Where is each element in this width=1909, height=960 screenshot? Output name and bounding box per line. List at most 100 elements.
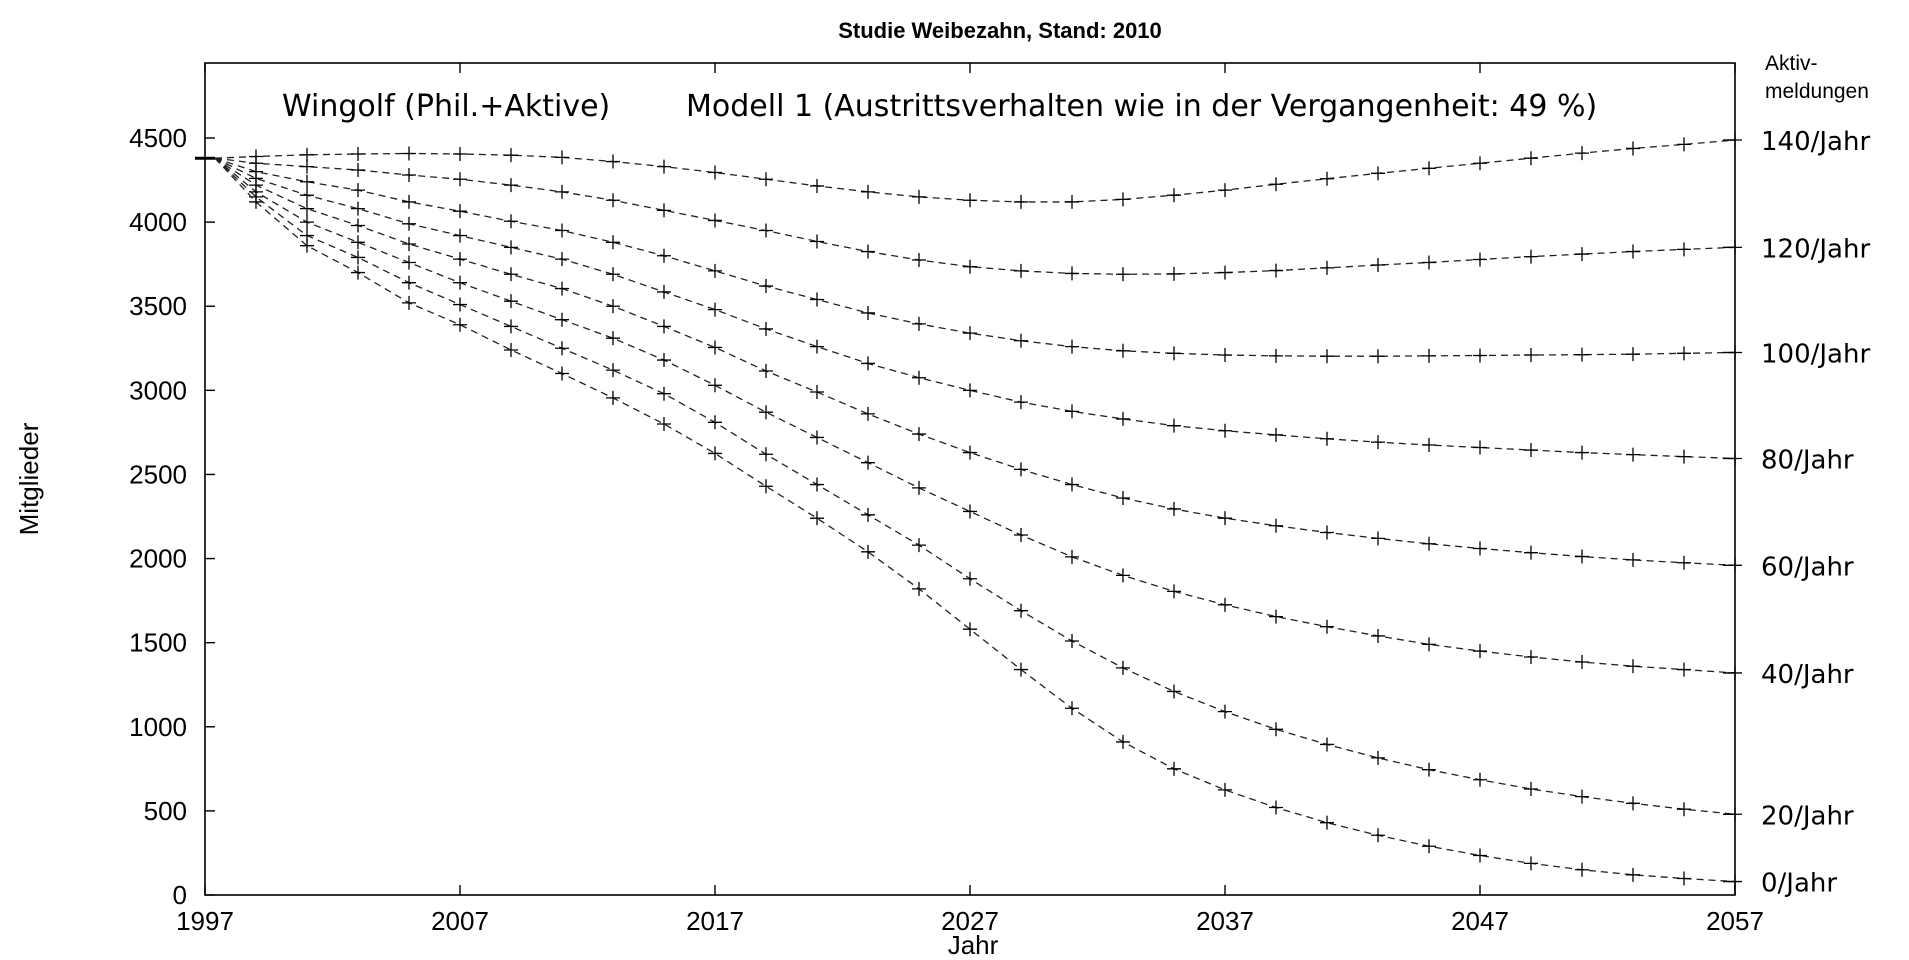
data-point xyxy=(759,479,773,494)
data-point xyxy=(1575,146,1589,161)
data-point xyxy=(861,356,875,371)
data-point xyxy=(963,504,977,519)
y-tick-label: 500 xyxy=(144,796,187,826)
data-point xyxy=(1422,348,1436,363)
data-point xyxy=(504,178,518,193)
data-point xyxy=(453,172,467,187)
x-tick-label: 2037 xyxy=(1196,906,1254,936)
series-label: 140/Jahr xyxy=(1761,127,1870,157)
data-point xyxy=(810,477,824,492)
data-point xyxy=(1269,177,1283,192)
data-point xyxy=(1167,188,1181,203)
data-point xyxy=(402,255,416,270)
data-point xyxy=(1116,411,1130,426)
data-point xyxy=(1524,443,1538,458)
data-point xyxy=(963,383,977,398)
data-point xyxy=(1473,156,1487,171)
x-tick-label: 2057 xyxy=(1706,906,1764,936)
data-point xyxy=(708,263,722,278)
y-tick-label: 1000 xyxy=(129,712,187,742)
data-point xyxy=(453,297,467,312)
data-point xyxy=(300,238,314,253)
series-20-per-jahr: 20/Jahr xyxy=(214,157,1854,831)
data-point xyxy=(1371,435,1385,450)
data-point xyxy=(912,427,926,442)
data-point xyxy=(1218,704,1232,719)
data-point xyxy=(453,204,467,219)
data-point xyxy=(351,146,365,161)
right-axis-title-line1: Aktiv- xyxy=(1765,52,1818,75)
data-point xyxy=(1116,267,1130,282)
data-point xyxy=(453,146,467,161)
data-point xyxy=(1575,549,1589,564)
data-point xyxy=(810,339,824,354)
series-120-per-jahr: 120/Jahr xyxy=(214,156,1870,282)
data-point xyxy=(402,168,416,183)
data-point xyxy=(1626,447,1640,462)
series-label: 0/Jahr xyxy=(1761,869,1837,899)
data-point xyxy=(1524,151,1538,166)
data-point xyxy=(1371,750,1385,765)
data-point xyxy=(1524,249,1538,264)
data-point xyxy=(300,215,314,230)
data-point xyxy=(708,446,722,461)
data-point xyxy=(606,235,620,250)
data-point xyxy=(300,159,314,174)
data-point xyxy=(1014,462,1028,477)
right-axis-title-line2: meldungen xyxy=(1765,80,1869,103)
y-tick-label: 3000 xyxy=(129,375,187,405)
data-point xyxy=(1677,449,1691,464)
data-point xyxy=(1677,871,1691,886)
data-point xyxy=(504,267,518,282)
data-point xyxy=(1116,491,1130,506)
data-point xyxy=(606,154,620,169)
data-point xyxy=(1218,183,1232,198)
data-point xyxy=(810,385,824,400)
data-point xyxy=(1371,628,1385,643)
data-point xyxy=(1218,511,1232,526)
data-point xyxy=(1524,782,1538,797)
data-point xyxy=(1014,333,1028,348)
series-0-per-jahr: 0/Jahr xyxy=(214,157,1837,899)
y-tick-label: 1500 xyxy=(129,628,187,658)
data-point xyxy=(1269,518,1283,533)
data-point xyxy=(1269,609,1283,624)
data-point xyxy=(504,342,518,357)
data-point xyxy=(963,571,977,586)
series-80-per-jahr: 80/Jahr xyxy=(214,157,1854,475)
data-point xyxy=(504,214,518,229)
data-point xyxy=(708,213,722,228)
data-point xyxy=(657,386,671,401)
data-point xyxy=(759,223,773,238)
data-point xyxy=(1320,349,1334,364)
data-point xyxy=(402,236,416,251)
data-point xyxy=(504,294,518,309)
data-point xyxy=(861,455,875,470)
data-point xyxy=(1473,440,1487,455)
data-point xyxy=(1677,346,1691,361)
data-point xyxy=(1473,644,1487,659)
data-point xyxy=(606,299,620,314)
data-point xyxy=(1065,266,1079,281)
data-point xyxy=(606,363,620,378)
data-point xyxy=(351,201,365,216)
data-point xyxy=(861,406,875,421)
series-label: 80/Jahr xyxy=(1761,445,1854,475)
data-point xyxy=(1167,684,1181,699)
data-point xyxy=(1626,796,1640,811)
data-point xyxy=(708,415,722,430)
data-point xyxy=(1065,339,1079,354)
data-point xyxy=(1320,737,1334,752)
data-point xyxy=(351,218,365,233)
data-point xyxy=(1218,782,1232,797)
data-point xyxy=(1677,662,1691,677)
data-point xyxy=(1677,802,1691,817)
data-point xyxy=(708,165,722,180)
data-point xyxy=(1065,477,1079,492)
data-point xyxy=(963,193,977,208)
data-point xyxy=(1524,348,1538,363)
data-point xyxy=(1218,265,1232,280)
series-label: 20/Jahr xyxy=(1761,801,1854,831)
data-point xyxy=(708,340,722,355)
data-point xyxy=(810,511,824,526)
